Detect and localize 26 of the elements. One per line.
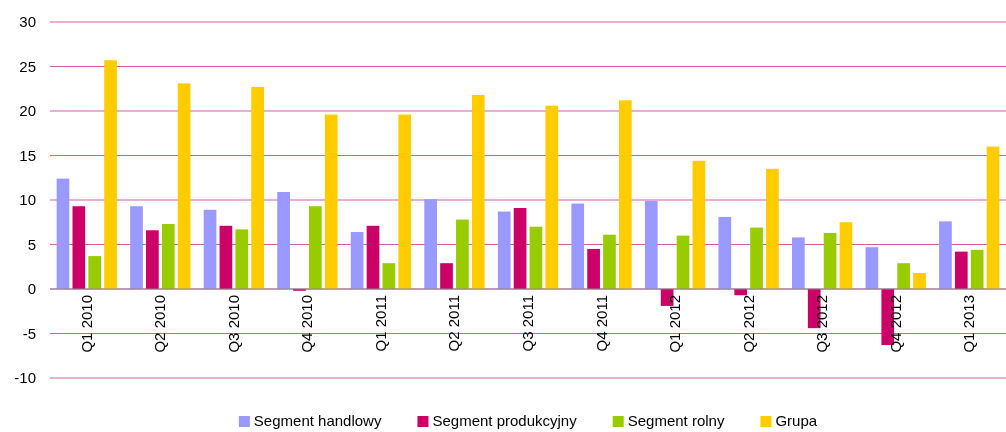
y-tick-label: -5 bbox=[22, 324, 36, 342]
legend-label: Grupa bbox=[775, 412, 818, 429]
x-tick-label: Q2 2010 bbox=[151, 295, 169, 353]
x-tick-label: Q4 2010 bbox=[298, 295, 316, 353]
legend-label: Segment handlowy bbox=[253, 412, 382, 429]
legend-label: Segment rolny bbox=[627, 412, 725, 429]
x-tick-label: Q3 2012 bbox=[813, 295, 831, 353]
y-tick-label: 0 bbox=[27, 280, 36, 298]
y-tick-label: 15 bbox=[19, 146, 36, 164]
y-tick-label: 5 bbox=[27, 235, 36, 253]
y-tick-label: 25 bbox=[19, 57, 36, 75]
x-tick-label: Q2 2012 bbox=[739, 295, 757, 353]
legend-label: Segment produkcyjny bbox=[432, 412, 578, 429]
x-tick-label: Q3 2010 bbox=[224, 295, 242, 353]
y-tick-label: 10 bbox=[19, 191, 36, 209]
x-tick-label: Q1 2012 bbox=[666, 295, 684, 353]
y-tick-label: -10 bbox=[14, 369, 36, 387]
x-tick-label: Q1 2013 bbox=[960, 295, 978, 353]
x-tick-label: Q3 2011 bbox=[519, 295, 536, 352]
y-tick-label: 20 bbox=[19, 102, 36, 120]
x-tick-label: Q4 2012 bbox=[886, 295, 904, 353]
y-tick-label: 30 bbox=[19, 13, 36, 31]
x-tick-label: Q1 2010 bbox=[77, 295, 95, 353]
x-tick-label: Q1 2011 bbox=[371, 295, 389, 352]
x-tick-label: Q2 2011 bbox=[445, 295, 463, 352]
x-tick-label: Q4 2011 bbox=[592, 295, 610, 352]
